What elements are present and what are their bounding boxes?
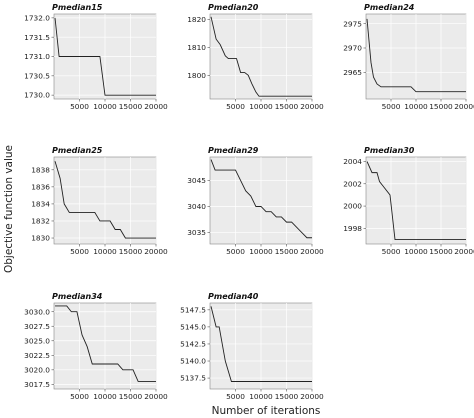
y-tick-label: 1810 [187,43,206,52]
y-tick-label: 1836 [31,182,50,191]
x-tick-label: 5000 [70,392,89,401]
x-tick-label: 15000 [275,102,299,111]
y-tick-label: 5145.0 [180,322,206,331]
y-tick-label: 5142.5 [180,340,206,349]
series-line [54,161,156,239]
y-tick-label: 2002 [343,179,362,188]
chart-panel-7: 5000 10000 15000 20000 3017.5 3020.0 3022.5 302… [24,292,168,401]
x-tick-label: 15000 [275,392,299,401]
y-tick-label: 3022.5 [24,351,50,360]
x-tick-label: 15000 [275,247,299,256]
panels: 5000 10000 15000 200001730.01730.51731.0173… [24,3,474,401]
x-tick-label: 15000 [429,247,453,256]
y-tick-label: 3035 [187,228,206,237]
x-tick-label: 15000 [119,392,143,401]
series-line [366,161,466,240]
x-axis-label: Number of iterations [212,405,321,417]
y-tick-label: 1820 [187,15,206,24]
x-tick-label: 5000 [70,102,89,111]
y-tick-label: 3040 [187,202,206,211]
y-tick-label: 1730.0 [24,91,50,100]
y-tick-label: 5137.5 [180,374,206,383]
chart-panel-5: 5000 10000 15000 20000 3035 3040 3045 Pmedian29 [187,146,324,256]
y-tick-label: 3027.5 [24,322,50,331]
y-tick-label: 1834 [31,200,50,209]
x-tick-label: 10000 [249,102,273,111]
series-line [366,18,466,93]
panel-title: Pmedian40 [208,292,259,301]
x-tick-label: 5000 [70,247,89,256]
y-tick-label: 3017.5 [24,380,50,389]
x-tick-label: 10000 [93,392,117,401]
y-tick-label: 3045 [187,176,206,185]
x-tick-label: 10000 [249,247,273,256]
x-tick-label: 5000 [226,247,245,256]
y-tick-label: 1830 [31,234,50,243]
y-tick-label: 1800 [187,71,206,80]
x-tick-label: 20000 [144,247,168,256]
x-tick-label: 5000 [226,102,245,111]
chart-panel-1: 5000 10000 15000 20000 1730.0 1730.5 1731.0 173… [24,3,168,111]
panel-title: Pmedian29 [208,146,259,155]
x-tick-label: 5000 [226,392,245,401]
series-line [210,159,312,239]
x-tick-label: 15000 [429,102,453,111]
x-tick-label: 10000 [404,247,428,256]
y-tick-label: 1832 [31,217,50,226]
y-tick-label: 1730.5 [24,71,50,80]
panel-title: Pmedian34 [52,292,103,301]
y-tick-label: 3030.0 [24,307,50,316]
x-tick-label: 20000 [300,247,324,256]
y-tick-label: 3025.0 [24,336,50,345]
panel-title: Pmedian20 [208,3,259,12]
y-tick-label: 5147.5 [180,305,206,314]
x-tick-label: 10000 [404,102,428,111]
x-tick-label: 20000 [454,102,474,111]
x-tick-label: 20000 [300,392,324,401]
x-tick-label: 20000 [144,102,168,111]
series-line [210,306,312,382]
x-tick-label: 10000 [93,247,117,256]
y-axis-label: Objective function value [3,145,15,273]
y-tick-label: 2000 [343,202,362,211]
series-line [55,305,156,382]
y-tick-label: 1838 [31,165,50,174]
y-tick-label: 1731.5 [24,33,50,42]
x-tick-label: 10000 [249,392,273,401]
y-tick-label: 2004 [343,157,362,166]
y-tick-label: 5140.0 [180,357,206,366]
x-tick-label: 20000 [300,102,324,111]
x-tick-label: 15000 [119,247,143,256]
y-tick-label: 2965 [343,68,362,77]
y-tick-label: 3020.0 [24,365,50,374]
x-tick-label: 5000 [382,247,401,256]
series-line [210,16,312,97]
y-tick-label: 1731.0 [24,52,50,61]
x-tick-label: 20000 [454,247,474,256]
series-line [54,17,156,96]
chart-panel-8: 5000 10000 15000 20000 5137.5 5140.0 5142.5 514… [180,292,324,401]
y-tick-label: 2975 [343,19,362,28]
panel-title: Pmedian25 [52,146,103,155]
x-tick-label: 20000 [144,392,168,401]
panel-title: Pmedian30 [364,146,415,155]
y-tick-label: 2970 [343,44,362,53]
x-tick-label: 15000 [119,102,143,111]
chart-panel-4: 5000 10000 15000 20000 1830 1832 1834 1836 1838 P… [31,146,168,256]
y-tick-label: 1998 [343,224,362,233]
x-tick-label: 5000 [382,102,401,111]
panel-title: Pmedian15 [52,3,103,12]
panel-title: Pmedian24 [364,3,415,12]
x-tick-label: 10000 [93,102,117,111]
y-tick-label: 1732.0 [24,13,50,22]
